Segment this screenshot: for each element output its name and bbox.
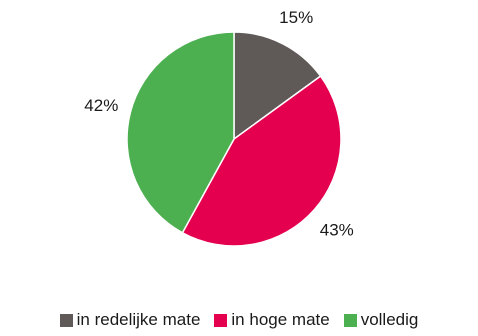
legend-item-in-hoge-mate: in hoge mate — [214, 310, 330, 330]
legend-swatch-in-hoge-mate — [214, 313, 228, 327]
legend: in redelijke mate in hoge mate volledig — [0, 310, 478, 330]
legend-label-in-hoge-mate: in hoge mate — [231, 310, 330, 329]
legend-swatch-in-redelijke-mate — [59, 313, 73, 327]
legend-item-volledig: volledig — [343, 310, 419, 330]
legend-label-volledig: volledig — [360, 310, 419, 329]
pie-label-in-hoge-mate: 43% — [320, 221, 354, 240]
pie-label-in-redelijke-mate: 15% — [279, 8, 313, 27]
legend-label-in-redelijke-mate: in redelijke mate — [76, 310, 201, 329]
legend-item-in-redelijke-mate: in redelijke mate — [59, 310, 201, 330]
legend-swatch-volledig — [343, 313, 357, 327]
pie-chart-svg: 15% 43% 42% — [84, 8, 354, 247]
pie-slice-volledig — [126, 31, 235, 234]
pie-slice-in-hoge-mate — [181, 75, 342, 247]
pie-slice-in-redelijke-mate — [233, 31, 322, 141]
pie-label-volledig: 42% — [84, 96, 118, 115]
